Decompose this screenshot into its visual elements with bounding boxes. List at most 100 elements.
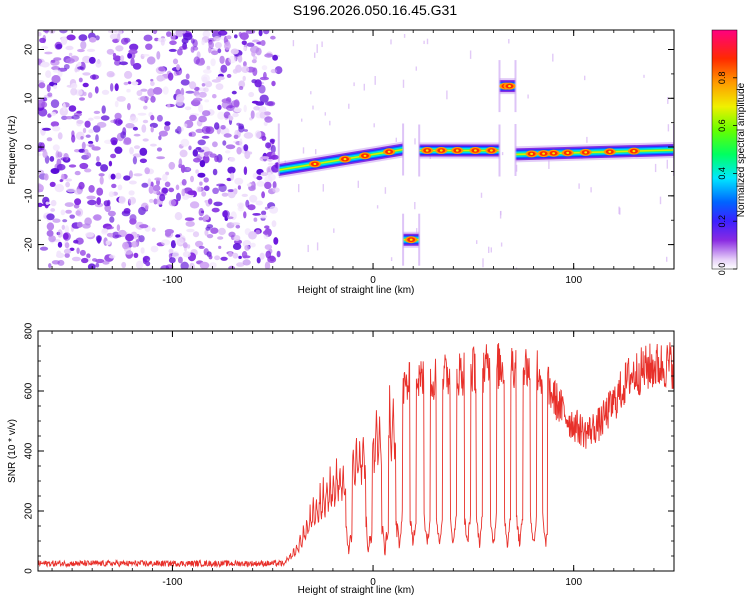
track-peak-core — [343, 158, 347, 161]
noise-blob — [123, 81, 129, 86]
noise-blob — [160, 38, 165, 46]
noise-blob — [175, 234, 181, 238]
noise-blob — [257, 106, 267, 113]
noise-blob — [221, 192, 229, 197]
noise-speck — [552, 53, 554, 62]
noise-blob — [95, 59, 102, 68]
colorbar-gradient — [711, 29, 738, 270]
noise-blob — [164, 124, 170, 132]
noise-blob — [160, 265, 170, 269]
noise-blob — [267, 172, 272, 176]
noise-blob — [198, 103, 204, 113]
noise-blob — [49, 181, 56, 187]
noise-blob — [168, 187, 175, 193]
noise-blob — [38, 82, 46, 89]
noise-blob — [198, 245, 205, 249]
noise-blob — [192, 149, 198, 157]
noise-blob — [125, 123, 135, 129]
noise-blob — [260, 40, 266, 46]
noise-speck — [667, 97, 669, 104]
noise-blob — [127, 81, 132, 85]
noise-blob — [220, 64, 228, 73]
track-peak-core — [425, 149, 429, 152]
noise-blob — [186, 167, 191, 171]
noise-blob — [79, 249, 86, 256]
noise-blob — [88, 117, 94, 121]
noise-blob — [183, 123, 188, 128]
spectrogram-x-axis-label: Height of straight line (km) — [298, 285, 415, 296]
noise-blob — [51, 75, 61, 84]
noise-blob — [189, 131, 197, 137]
noise-blob — [198, 208, 204, 217]
noise-blob — [148, 185, 154, 194]
noise-blob — [178, 158, 183, 167]
noise-blob — [162, 173, 168, 182]
noise-blob — [233, 134, 239, 139]
noise-speck — [333, 228, 335, 233]
noise-blob — [185, 220, 195, 227]
noise-blob — [259, 112, 266, 119]
noise-blob — [211, 50, 219, 56]
noise-blob — [230, 48, 239, 55]
noise-blob — [227, 189, 235, 193]
noise-blob — [258, 84, 266, 94]
noise-blob — [95, 262, 100, 268]
noise-blob — [203, 87, 209, 93]
noise-speck — [527, 94, 529, 99]
noise-blob — [66, 187, 76, 193]
noise-speck — [357, 180, 359, 188]
noise-blob — [106, 71, 115, 78]
noise-blob — [251, 59, 257, 64]
noise-blob — [242, 259, 251, 266]
noise-speck — [363, 83, 365, 91]
noise-blob — [182, 242, 188, 249]
noise-blob — [94, 86, 99, 94]
noise-blob — [108, 160, 113, 167]
noise-blob — [159, 193, 166, 202]
noise-blob — [193, 157, 201, 163]
noise-blob — [188, 145, 192, 151]
noise-blob — [43, 173, 49, 181]
snr-ticks: -100 0 100 0 200 400 600 800 — [24, 322, 675, 588]
noise-blob — [48, 263, 52, 269]
noise-blob — [135, 260, 144, 269]
noise-blob — [150, 143, 157, 147]
noise-blob — [152, 87, 163, 95]
noise-blob — [60, 209, 66, 216]
noise-blob — [137, 112, 147, 116]
noise-blob — [268, 173, 276, 181]
noise-blob — [83, 148, 89, 155]
noise-blob — [50, 121, 60, 127]
noise-blob — [102, 260, 110, 265]
noise-blob — [260, 156, 270, 160]
noise-blob — [82, 223, 91, 229]
noise-speck — [402, 79, 405, 88]
noise-blob — [82, 72, 91, 76]
noise-speck — [403, 34, 406, 38]
noise-blob — [197, 149, 205, 153]
noise-blob — [168, 257, 176, 264]
noise-blob — [177, 48, 183, 56]
noise-blob — [65, 178, 73, 182]
noise-blob — [168, 161, 176, 170]
snr-x-tick-label: -100 — [162, 577, 182, 588]
noise-blob — [156, 51, 161, 60]
noise-blob — [179, 149, 188, 158]
colorbar-tick-label: 0.6 — [717, 119, 727, 132]
noise-blob — [226, 73, 232, 78]
noise-blob — [38, 31, 42, 37]
noise-blob — [166, 31, 172, 37]
noise-blob — [46, 84, 51, 93]
noise-blob — [250, 110, 255, 119]
track-peak-core — [455, 149, 459, 152]
noise-blob — [86, 48, 96, 53]
noise-blob — [48, 235, 56, 243]
noise-blob — [190, 175, 194, 183]
noise-blob — [241, 251, 248, 259]
noise-blob — [86, 152, 92, 159]
noise-blob — [246, 42, 255, 47]
noise-blob — [261, 210, 267, 216]
noise-blob — [264, 244, 273, 250]
snr-panel: -100 0 100 0 200 400 600 800 Height of straight… — [7, 322, 675, 596]
noise-blob — [270, 144, 276, 154]
